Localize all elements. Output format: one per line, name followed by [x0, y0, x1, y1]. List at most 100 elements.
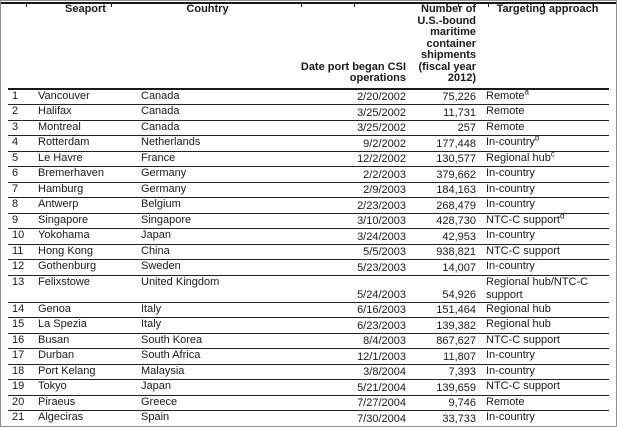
row-number-cell: 15	[12, 318, 25, 330]
targeting-label: In-country	[486, 229, 535, 241]
column-tick	[458, 4, 459, 7]
seaport-cell: Felixstowe	[38, 275, 90, 288]
shipments-cell: 33,733	[442, 412, 476, 425]
seaport-cell: La Spezia	[38, 318, 87, 330]
seaport-cell: Durban	[38, 349, 75, 361]
country-cell: Sweden	[141, 260, 181, 272]
table-body: 1 Vancouver Canada 2/20/2002 75,226 Remo…	[8, 89, 609, 427]
table-row: 18 Port Kelang Malaysia 3/8/2004 7,393 I…	[8, 364, 609, 380]
targeting-cell: In-country	[476, 167, 609, 183]
table-row: 19 Tokyo Japan 5/21/2004 139,659 NTC-C s…	[8, 380, 609, 396]
targeting-label: NTC-C support	[486, 380, 560, 392]
table-row: 8 Antwerp Belgium 2/23/2003 268,479 In-c…	[8, 198, 609, 214]
country-cell: South Korea	[141, 333, 203, 346]
seaport-cell: Genoa	[38, 302, 72, 315]
row-number-cell: 17	[12, 349, 25, 361]
date-cell: 5/24/2003	[357, 288, 406, 301]
seaport-cell: Hamburg	[38, 182, 84, 195]
row-number-cell: 5	[12, 151, 19, 164]
row-number-cell: 18	[12, 364, 25, 377]
country-cell: Canada	[141, 89, 180, 102]
targeting-cell: In-country	[476, 260, 609, 276]
seaport-cell: Halifax	[38, 105, 72, 117]
row-number-cell: 7	[12, 182, 19, 195]
seaport-cell: Montreal	[38, 120, 81, 133]
row-number-cell: 16	[12, 333, 25, 346]
targeting-label: NTC-C support	[486, 333, 560, 346]
targeting-label: Regional hub	[486, 318, 551, 330]
shipments-cell: 268,479	[436, 199, 476, 212]
targeting-cell: In-countryb	[476, 136, 609, 152]
seaport-cell: Piraeus	[38, 395, 76, 408]
country-cell: Italy	[141, 318, 162, 330]
shipments-cell: 7,393	[448, 366, 476, 378]
header-shipments: Number of U.S.-bound maritime container …	[417, 4, 476, 84]
country-cell: Malaysia	[141, 364, 185, 377]
targeting-cell: In-country	[476, 411, 609, 427]
targeting-label: Remote	[486, 105, 525, 117]
targeting-label: Remote	[486, 395, 525, 408]
country-cell: Canada	[141, 105, 180, 117]
country-cell: Japan	[141, 380, 171, 392]
targeting-cell: Regional hub/NTC-C support	[476, 275, 609, 302]
country-cell: United Kingdom	[141, 275, 220, 288]
targeting-label: In-country	[486, 198, 535, 210]
targeting-cell: Remote	[476, 105, 609, 121]
date-cell: 7/30/2004	[357, 412, 406, 425]
targeting-cell: NTC-C supportd	[476, 213, 609, 229]
seaport-cell: Port Kelang	[38, 364, 96, 377]
table-row: 15 La Spezia Italy 6/23/2003 139,382 Reg…	[8, 318, 609, 333]
header-targeting: Targeting approach	[496, 4, 599, 15]
seaport-cell: Singapore	[38, 213, 89, 226]
country-cell: Spain	[141, 411, 170, 423]
targeting-cell: In-country	[476, 198, 609, 214]
row-number-cell: 1	[12, 89, 19, 102]
seaport-cell: Hong Kong	[38, 244, 94, 257]
country-cell: Singapore	[141, 213, 192, 226]
targeting-label: NTC-C support	[486, 244, 560, 257]
row-number-cell: 9	[12, 213, 19, 226]
table-top-rule	[1, 2, 616, 4]
date-cell: 7/27/2004	[357, 397, 406, 409]
targeting-label: In-country	[486, 260, 535, 272]
targeting-label: Regional hub/NTC-C support	[486, 275, 589, 301]
date-cell: 6/16/2003	[357, 304, 406, 316]
shipments-cell: 130,577	[436, 153, 476, 165]
seaport-cell: Algeciras	[38, 411, 84, 423]
table-row: 17 Durban South Africa 12/1/2003 11,807 …	[8, 349, 609, 365]
date-cell: 2/23/2003	[357, 199, 406, 212]
date-cell: 2/20/2002	[357, 91, 406, 103]
table-row: 13 Felixstowe United Kingdom 5/24/2003 5…	[8, 275, 609, 302]
row-number-cell: 3	[12, 120, 19, 133]
date-cell: 12/1/2003	[357, 350, 406, 363]
targeting-cell: Regional hubc	[476, 151, 609, 167]
targeting-cell: Remote	[476, 395, 609, 411]
targeting-cell: In-country	[476, 229, 609, 245]
shipments-cell: 428,730	[436, 215, 476, 227]
targeting-label: In-country	[486, 182, 535, 195]
footnote-marker: c	[550, 151, 555, 158]
country-cell: Italy	[141, 302, 162, 315]
row-number-cell: 19	[12, 380, 25, 392]
table-row: 9 Singapore Singapore 3/10/2003 428,730 …	[8, 213, 609, 229]
targeting-cell: NTC-C support	[476, 380, 609, 396]
date-cell: 6/23/2003	[357, 319, 406, 332]
shipments-cell: 42,953	[442, 230, 476, 243]
footnote-marker: b	[534, 135, 540, 143]
seaport-cell: Antwerp	[38, 198, 79, 210]
targeting-label: In-country	[486, 167, 535, 179]
row-number-cell: 4	[12, 136, 19, 148]
column-tick	[26, 4, 27, 7]
header-seaport: Seaport	[65, 4, 106, 15]
seaport-cell: Busan	[38, 333, 70, 346]
date-cell: 8/4/2003	[363, 335, 406, 347]
targeting-cell: In-country	[476, 182, 609, 198]
seaport-cell: Tokyo	[38, 380, 67, 392]
table-row: 16 Busan South Korea 8/4/2003 867,627 NT…	[8, 333, 609, 349]
targeting-label: Regional hub	[486, 302, 551, 315]
row-number-cell: 2	[12, 105, 19, 117]
targeting-cell: In-country	[476, 349, 609, 365]
table-row: 20 Piraeus Greece 7/27/2004 9,746 Remote	[8, 395, 609, 411]
table-row: 21 Algeciras Spain 7/30/2004 33,733 In-c…	[8, 411, 609, 427]
targeting-label: In-country	[486, 364, 535, 377]
